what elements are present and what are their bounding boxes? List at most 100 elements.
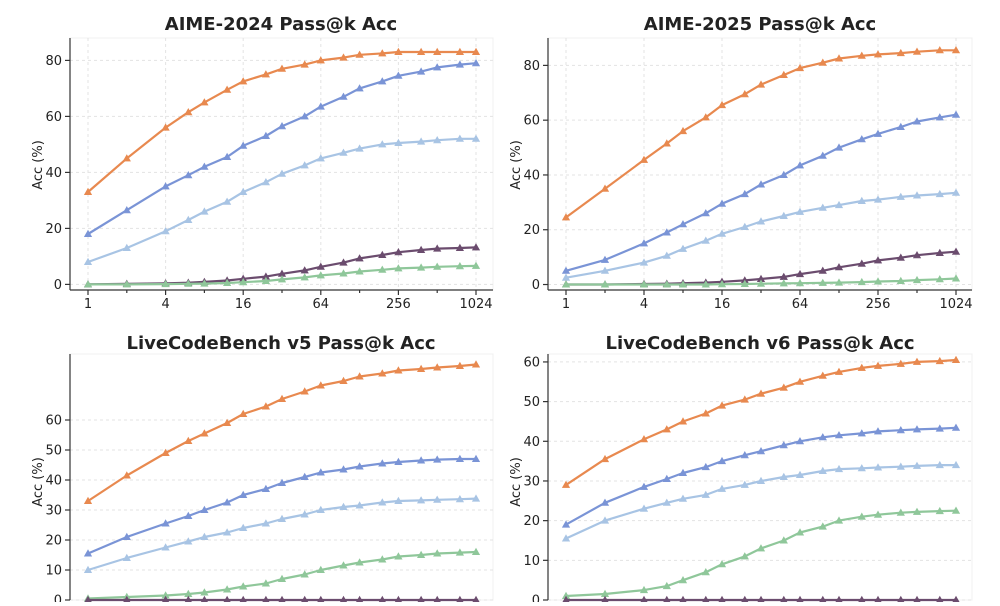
series-orange (83, 360, 481, 505)
data-point (701, 113, 710, 121)
data-point (161, 279, 170, 288)
series-green (561, 274, 961, 288)
series-line (565, 191, 957, 279)
data-point (740, 222, 749, 230)
data-point (339, 53, 348, 61)
data-point (756, 217, 766, 225)
x-tick-label: 1 (562, 297, 570, 312)
data-point (416, 47, 426, 56)
data-point (394, 71, 403, 79)
data-point (339, 465, 348, 473)
data-point (756, 279, 766, 287)
data-point (471, 47, 481, 56)
series-blue (83, 454, 481, 557)
y-tick-label: 0 (532, 594, 540, 603)
data-point (834, 54, 844, 62)
data-point (83, 280, 93, 288)
data-point (455, 47, 465, 56)
data-point (355, 462, 364, 470)
data-point (896, 359, 905, 367)
series-line (565, 426, 957, 526)
series-line (565, 464, 956, 540)
data-point (873, 277, 883, 285)
data-point (161, 543, 170, 551)
y-axis-label: Acc (%) (509, 457, 524, 507)
data-point (83, 565, 93, 574)
data-point (239, 490, 248, 499)
y-tick-label: 0 (532, 278, 540, 293)
data-point (394, 47, 403, 56)
data-point (200, 207, 209, 215)
data-point (935, 356, 944, 365)
data-point (416, 496, 426, 504)
series-lightblue (83, 494, 481, 574)
data-point (662, 425, 671, 433)
data-point (161, 226, 170, 235)
data-point (261, 70, 271, 78)
y-axis-label: Acc (%) (509, 140, 524, 190)
y-tick-label: 20 (523, 514, 540, 529)
data-point (662, 228, 671, 236)
data-point (433, 549, 442, 557)
data-point (678, 280, 688, 288)
data-point (300, 472, 309, 481)
data-point (378, 250, 387, 259)
data-point (912, 191, 922, 199)
data-point (416, 245, 426, 253)
data-point (678, 468, 688, 477)
data-point (818, 58, 827, 66)
data-point (316, 468, 325, 476)
data-point (912, 275, 922, 284)
series-line (87, 497, 477, 572)
data-point (261, 579, 271, 587)
data-point (416, 550, 426, 559)
data-point (662, 474, 671, 483)
x-tick-label: 64 (313, 297, 330, 312)
data-point (161, 182, 170, 190)
series-line (565, 49, 956, 219)
data-point (912, 425, 922, 433)
data-point (779, 383, 788, 391)
data-point (355, 501, 364, 509)
data-point (355, 254, 364, 262)
y-axis-label: Acc (%) (31, 140, 46, 190)
data-point (639, 239, 649, 247)
data-point (818, 203, 827, 211)
data-point (184, 215, 193, 223)
data-point (740, 480, 749, 488)
plot-area (547, 353, 973, 601)
data-point (433, 495, 442, 503)
data-point (834, 200, 844, 209)
data-point (795, 470, 805, 479)
data-point (717, 279, 727, 288)
data-point (355, 558, 364, 566)
data-point (951, 110, 961, 118)
data-point (935, 248, 944, 256)
series-lightblue (83, 134, 481, 266)
data-point (455, 494, 465, 503)
data-point (912, 47, 922, 55)
data-point (416, 67, 426, 75)
data-point (378, 459, 387, 467)
y-tick-label: 40 (523, 168, 540, 183)
data-point (122, 532, 131, 541)
data-point (818, 433, 827, 441)
data-point (740, 395, 749, 403)
data-point (200, 162, 209, 170)
data-point (717, 484, 727, 492)
data-point (471, 547, 481, 556)
data-point (639, 258, 649, 266)
data-point (339, 148, 348, 156)
data-point (433, 47, 442, 56)
data-point (561, 520, 571, 528)
data-point (122, 243, 131, 251)
series-dark (561, 595, 961, 604)
data-point (416, 364, 426, 373)
data-point (184, 511, 193, 520)
data-point (951, 506, 961, 514)
data-point (701, 462, 710, 471)
data-point (184, 436, 193, 445)
data-point (779, 70, 788, 78)
data-point (261, 276, 271, 285)
data-point (740, 89, 749, 98)
